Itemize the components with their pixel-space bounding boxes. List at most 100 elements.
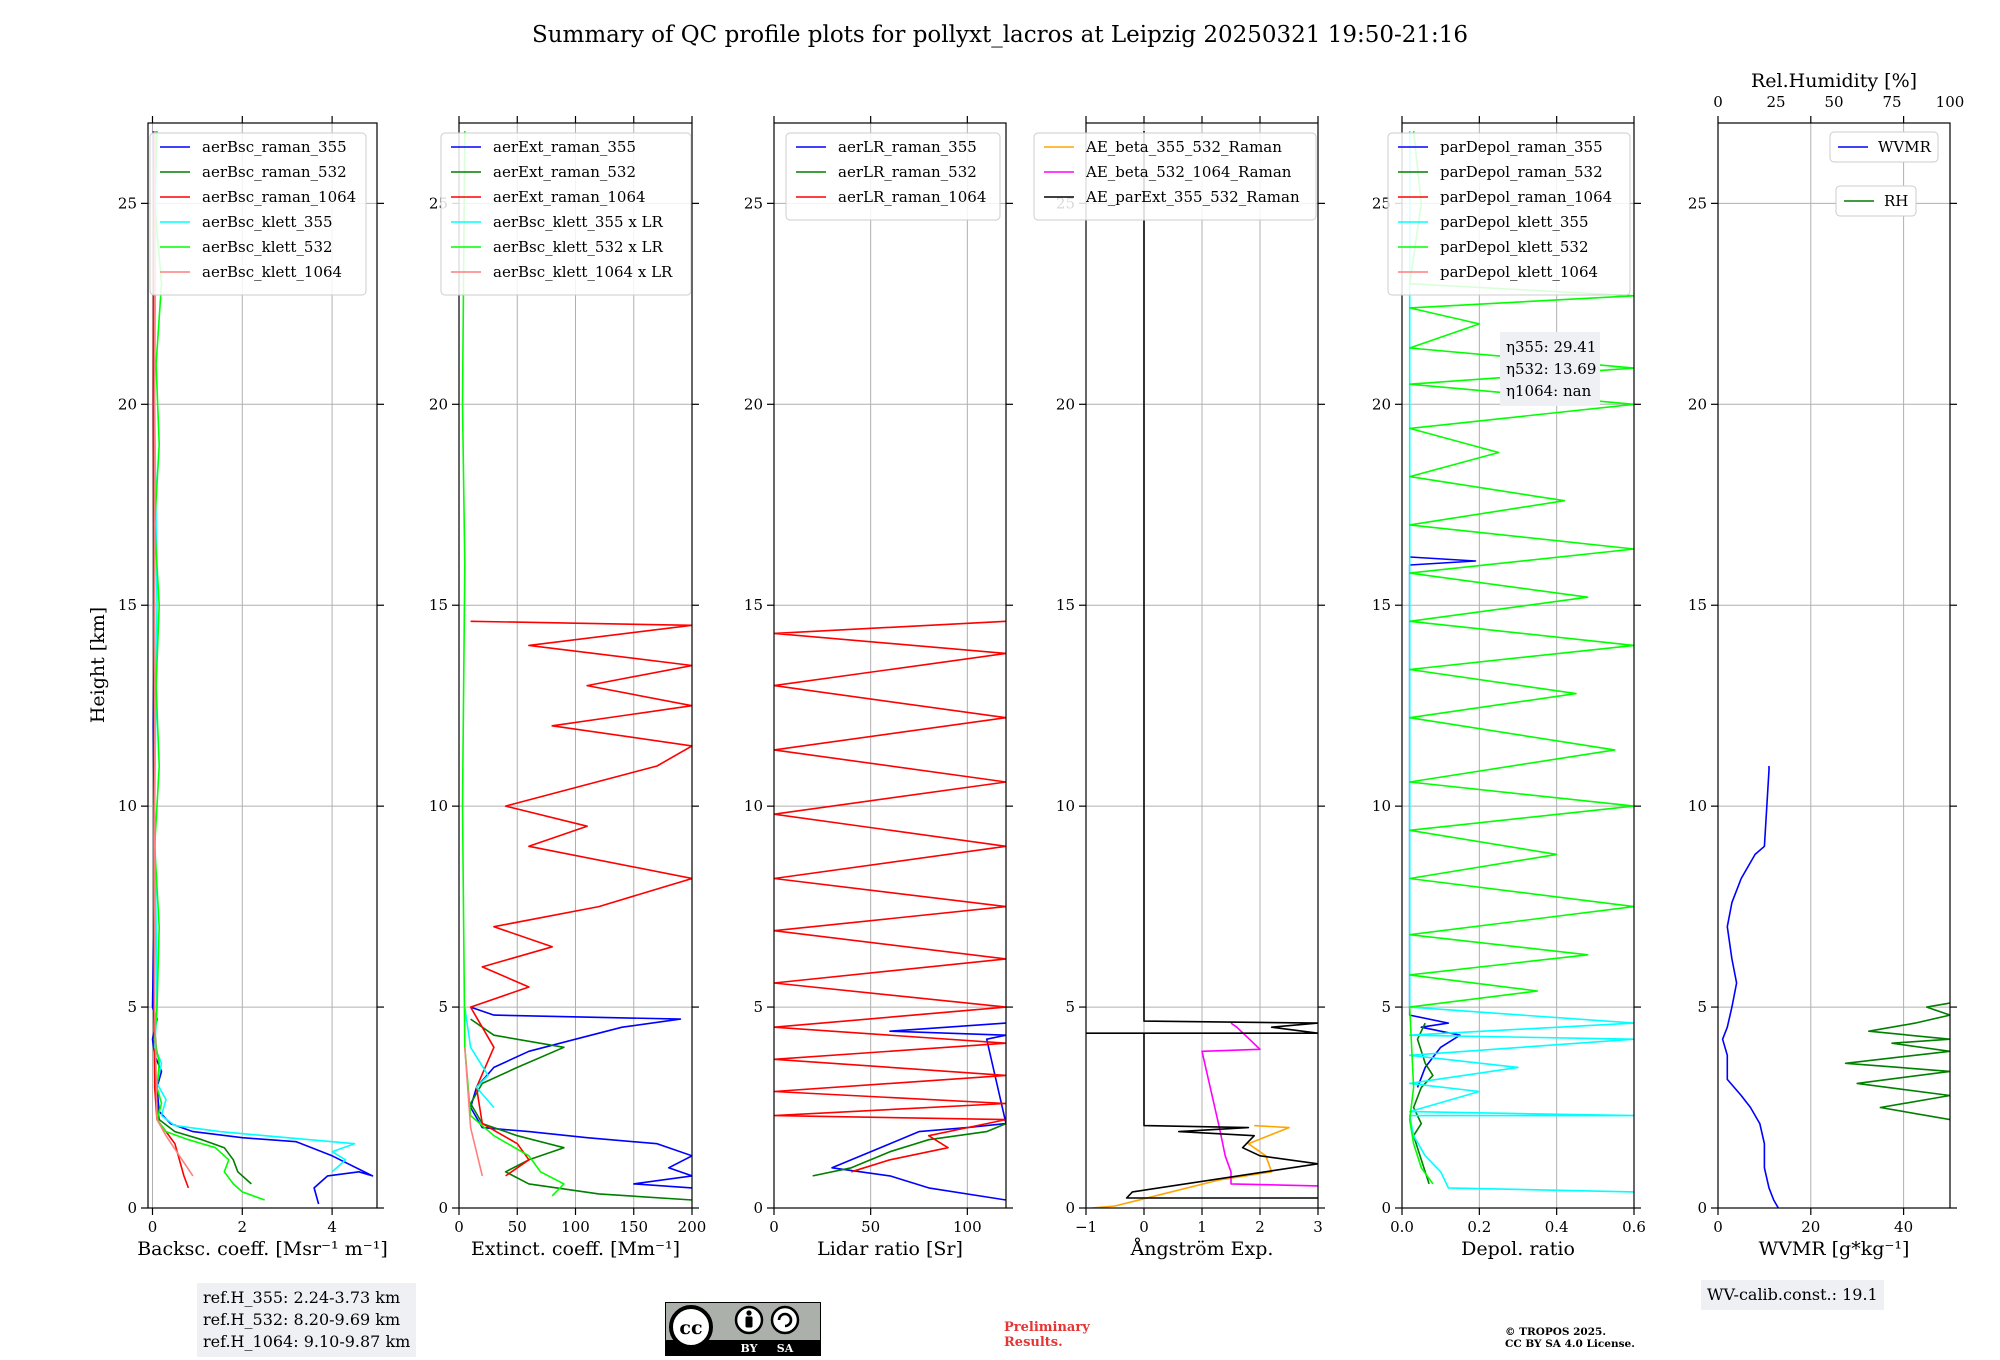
- series-aerLR_raman_1064: [774, 620, 1006, 1173]
- y-tick-label: 15: [429, 596, 448, 614]
- legend-label: aerExt_raman_1064: [493, 188, 646, 206]
- legend-frame: [149, 132, 367, 296]
- y-tick-label: 10: [429, 797, 448, 815]
- legend: aerBsc_raman_355 aerBsc_raman_532 aerBsc_r…: [149, 132, 367, 296]
- cc-license-badge: cc BY SA: [665, 1302, 821, 1356]
- y-tick-label: 5: [127, 998, 137, 1016]
- series-group: [151, 130, 374, 1205]
- copyright-line-2: CC BY SA 4.0 License.: [1505, 1338, 1635, 1350]
- legend-frame: [1829, 131, 1939, 163]
- panel-3: 0 50 100 0 5 10 15 20 25 Lidar ratio [Sr] aerLR_ra…: [744, 116, 1013, 1260]
- series-aerBsc_klett_355 x LR: [464, 1006, 495, 1109]
- x-axis-label: Lidar ratio [Sr]: [817, 1238, 963, 1260]
- y-tick-label: 15: [744, 596, 763, 614]
- y-tick-label: 20: [429, 395, 448, 413]
- y-tick-label: 5: [1697, 998, 1707, 1016]
- legend-label: AE_parExt_355_532_Raman: [1085, 188, 1300, 206]
- plot-frame: [1401, 122, 1635, 1209]
- y-tick-label: 25: [1372, 194, 1391, 212]
- plot-frame: [773, 122, 1007, 1209]
- y-tick-label: 5: [1381, 998, 1391, 1016]
- legend: parDepol_raman_355 parDepol_raman_532 parD…: [1387, 132, 1631, 296]
- legend-label: parDepol_raman_1064: [1440, 188, 1612, 206]
- series-parDepol_raman_532: [1412, 1022, 1434, 1185]
- annotation-frame: [1500, 332, 1600, 406]
- legend-label: aerLR_raman_1064: [838, 188, 986, 206]
- y-tick-label: 25: [744, 194, 763, 212]
- y-tick-label: 20: [1372, 395, 1391, 413]
- legend: WVMR RH: [1829, 131, 1939, 217]
- legend-label: aerBsc_klett_355: [202, 213, 333, 231]
- x-axis-label: WVMR [g*kg⁻¹]: [1759, 1238, 1910, 1260]
- series-RH: [1844, 1002, 1950, 1121]
- legend-label: aerBsc_klett_1064 x LR: [493, 263, 673, 281]
- x-tick-label: 0: [1713, 1218, 1723, 1236]
- series-AE_parExt_355_532_Raman: [1086, 131, 1318, 1199]
- y-tick-label: 15: [1372, 596, 1391, 614]
- series-group: [774, 620, 1006, 1201]
- legend-label: aerBsc_klett_355 x LR: [493, 213, 664, 231]
- x-tick-label: 50: [861, 1218, 880, 1236]
- legend-label: aerBsc_raman_355: [202, 138, 347, 156]
- y-tick-label: 25: [118, 194, 137, 212]
- by-label: BY: [741, 1342, 758, 1355]
- legend-label: aerExt_raman_355: [493, 138, 636, 156]
- preliminary-results-note: Preliminary Results.: [1004, 1320, 1090, 1350]
- y-tick-label: 10: [118, 797, 137, 815]
- copyright-line-1: © TROPOS 2025.: [1505, 1326, 1607, 1338]
- x2-tick-label: 50: [1824, 93, 1843, 111]
- x-tick-label: 0: [1139, 1218, 1149, 1236]
- x-tick-label: 100: [561, 1218, 590, 1236]
- y-tick-label: 10: [744, 797, 763, 815]
- ref-h-355: ref.H_355: 2.24-3.73 km: [203, 1288, 401, 1307]
- legend-label: parDepol_klett_1064: [1440, 263, 1598, 281]
- legend: aerExt_raman_355 aerExt_raman_532 aerExt_r…: [440, 132, 692, 296]
- preliminary-line-1: Preliminary: [1004, 1320, 1090, 1335]
- share-alike-icon: [770, 1305, 800, 1335]
- series-WVMR: [1721, 766, 1779, 1208]
- x-tick-label: 0.4: [1545, 1218, 1569, 1236]
- ref-h-532: ref.H_532: 8.20-9.69 km: [203, 1310, 401, 1329]
- y-tick-label: 0: [1697, 1199, 1707, 1217]
- series-aerExt_raman_355: [469, 1006, 692, 1189]
- legend: aerLR_raman_355 aerLR_raman_532 aerLR_rama…: [785, 132, 1001, 221]
- series-group: [1721, 766, 1950, 1208]
- y-tick-label: 0: [127, 1199, 137, 1217]
- legend-label: parDepol_klett_355: [1440, 213, 1589, 231]
- y-tick-label: 5: [438, 998, 448, 1016]
- legend-label: parDepol_raman_355: [1440, 138, 1603, 156]
- y-tick-label: 20: [118, 395, 137, 413]
- series-group: [1086, 131, 1318, 1208]
- series-aerExt_raman_532: [469, 1018, 692, 1201]
- y-tick-label: 5: [753, 998, 763, 1016]
- series-AE_beta_355_532_Raman: [1091, 1124, 1290, 1208]
- preliminary-line-2: Results.: [1004, 1335, 1063, 1350]
- legend-label: aerBsc_raman_532: [202, 163, 347, 181]
- series-aerLR_raman_355: [831, 1022, 1006, 1201]
- x-tick-label: 0.6: [1622, 1218, 1646, 1236]
- y-tick-label: 25: [1688, 194, 1707, 212]
- legend-label: WVMR: [1878, 138, 1932, 156]
- panel-6: 0 20 40 0 5 10 15 20 25 WVMR [g*kg⁻¹] 0 25 50 75 100 Re…: [1688, 70, 1964, 1260]
- legend: AE_beta_355_532_Raman AE_beta_532_1064_Ra…: [1033, 132, 1317, 221]
- ref-h-1064: ref.H_1064: 9.10-9.87 km: [203, 1332, 411, 1351]
- series-aerBsc_klett_1064: [153, 131, 194, 1177]
- legend-label: aerBsc_klett_532 x LR: [493, 238, 664, 256]
- x-axis-label: Backsc. coeff. [Msr⁻¹ m⁻¹]: [137, 1238, 388, 1260]
- x-tick-label: 2: [238, 1218, 248, 1236]
- x2-tick-label: 75: [1882, 93, 1901, 111]
- cc-logo-text: cc: [679, 1317, 702, 1339]
- x-axis-label: Ångström Exp.: [1130, 1238, 1274, 1260]
- y-tick-label: 15: [1688, 596, 1707, 614]
- y-tick-label: 20: [744, 395, 763, 413]
- legend-label: aerLR_raman_532: [838, 163, 977, 181]
- y-tick-label: 15: [118, 596, 137, 614]
- annotation-line: η1064: nan: [1506, 382, 1592, 400]
- copyright-note: © TROPOS 2025. CC BY SA 4.0 License.: [1505, 1326, 1635, 1350]
- reference-height-box: ref.H_355: 2.24-3.73 km ref.H_532: 8.20-…: [197, 1283, 417, 1357]
- panel-5: 0.0 0.2 0.4 0.6 0 5 10 15 20 25 Depol. ratio parDep…: [1372, 116, 1646, 1260]
- legend-frame: [785, 132, 1001, 221]
- x-tick-label: −1: [1075, 1218, 1097, 1236]
- legend-label: RH: [1884, 192, 1908, 210]
